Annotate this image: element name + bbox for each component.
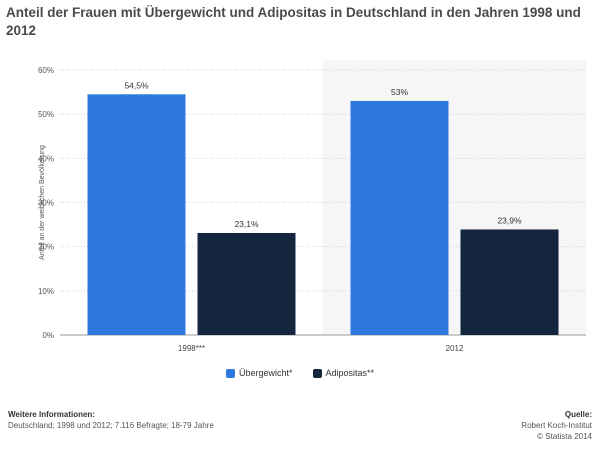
x-tick-label: 2012	[446, 344, 464, 353]
x-tick-label: 1998***	[178, 344, 205, 353]
data-label: 23,1%	[234, 219, 259, 229]
legend-item-adipositas[interactable]: Adipositas**	[312, 368, 375, 378]
footer-copyright: © Statista 2014	[537, 432, 592, 441]
bar-adipositas-1	[460, 229, 559, 335]
chart-legend: Übergewicht* Adipositas**	[0, 368, 600, 378]
data-label: 53%	[391, 87, 408, 97]
footer-info: Weitere Informationen: Deutschland; 1998…	[8, 409, 214, 431]
footer-source-text: Robert Koch-Institut	[521, 421, 592, 430]
footer-source: Quelle: Robert Koch-Institut © Statista …	[521, 409, 592, 442]
legend-label-uebergewicht: Übergewicht*	[238, 368, 293, 378]
y-tick-label: 60%	[38, 66, 54, 75]
legend-swatch-adipositas	[312, 368, 322, 378]
y-tick-label: 50%	[38, 110, 54, 119]
y-tick-label: 0%	[42, 331, 54, 340]
y-tick-label: 20%	[38, 243, 54, 252]
chart-title: Anteil der Frauen mit Übergewicht und Ad…	[6, 5, 581, 38]
legend-label-adipositas: Adipositas**	[325, 368, 375, 378]
data-label: 54,5%	[124, 80, 149, 90]
y-tick-label: 40%	[38, 154, 54, 163]
bar-adipositas-0	[197, 232, 296, 335]
legend-item-uebergewicht[interactable]: Übergewicht*	[225, 368, 293, 378]
data-label: 23,9%	[497, 215, 522, 225]
y-axis-label: Anteil an der weiblichen Bevölkerung	[39, 145, 46, 260]
footer-info-text: Deutschland; 1998 und 2012; 7.116 Befrag…	[8, 421, 214, 430]
footer-info-heading: Weitere Informationen:	[8, 410, 95, 419]
y-tick-label: 30%	[38, 199, 54, 208]
legend-swatch-uebergewicht	[225, 368, 235, 378]
bar-uebergewicht-1	[350, 100, 449, 336]
footer-source-heading: Quelle:	[564, 410, 592, 419]
y-tick-label: 10%	[38, 287, 54, 296]
bar-uebergewicht-0	[87, 94, 186, 336]
